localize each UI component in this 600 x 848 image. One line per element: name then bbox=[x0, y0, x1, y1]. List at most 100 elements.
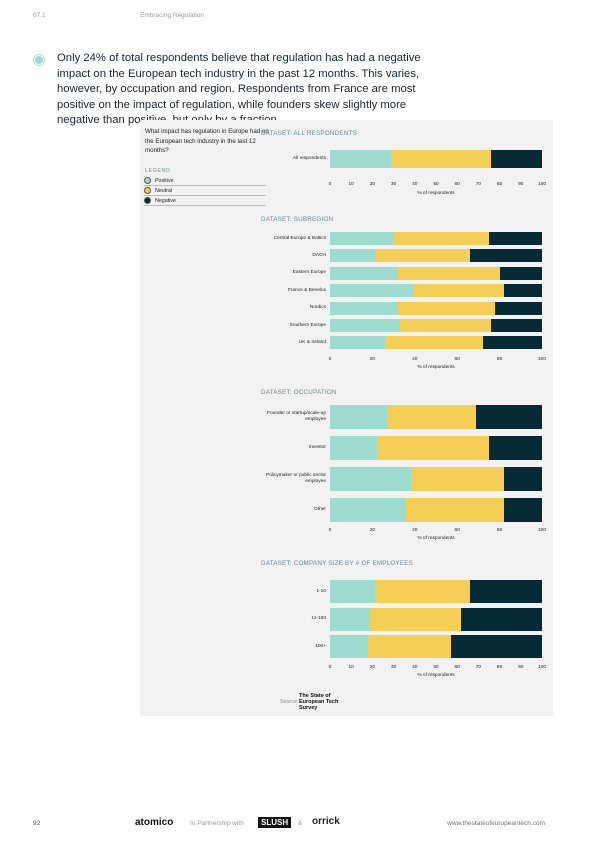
source-label: Source: bbox=[280, 699, 299, 705]
chart-title: DATASET: OCCUPATION bbox=[261, 389, 337, 396]
x-tick-label: 80 bbox=[496, 357, 503, 362]
bar-segment bbox=[491, 150, 542, 168]
bar-segment bbox=[330, 498, 407, 522]
bar-segment bbox=[503, 284, 542, 298]
legend-item: Neutral bbox=[144, 186, 266, 196]
chart-title: DATASET: SUBREGION bbox=[261, 216, 334, 223]
x-axis-label: % of respondents bbox=[417, 673, 455, 678]
x-tick-label: 60 bbox=[454, 665, 460, 670]
bar-segment bbox=[450, 635, 542, 658]
bar-segment bbox=[330, 150, 392, 168]
bar-segment bbox=[330, 336, 386, 350]
legend-item: Positive bbox=[144, 176, 266, 186]
x-axis-label: % of respondents bbox=[417, 536, 455, 541]
brand-logo: atomico bbox=[135, 817, 174, 828]
bar-segment bbox=[503, 498, 542, 522]
source-logo: The State of European Tech Survey bbox=[299, 693, 339, 711]
headline: Only 24% of total respondents believe th… bbox=[57, 52, 421, 127]
x-tick-label: 20 bbox=[369, 528, 376, 533]
bar-segment bbox=[461, 607, 542, 631]
x-tick-label: 50 bbox=[433, 182, 439, 187]
partner-logo: SLUSH bbox=[258, 817, 292, 828]
legend-swatch bbox=[144, 177, 151, 184]
ampersand: & bbox=[298, 820, 303, 827]
bar-segment bbox=[330, 607, 371, 631]
bar-segment bbox=[368, 635, 451, 658]
x-tick-label: 40 bbox=[412, 528, 418, 533]
bar-segment bbox=[406, 498, 504, 522]
category-label: Other bbox=[314, 507, 326, 512]
x-tick-label: 60 bbox=[454, 182, 460, 187]
x-tick-label: 0 bbox=[328, 665, 332, 670]
category-label: 11-100 bbox=[311, 616, 326, 621]
bar-segment bbox=[482, 336, 542, 350]
bar-segment bbox=[330, 266, 398, 280]
bar-segment bbox=[397, 301, 496, 315]
bullet bbox=[33, 54, 45, 66]
bar-segment bbox=[469, 580, 542, 603]
bar-segment bbox=[330, 301, 398, 315]
legend-label: Negative bbox=[155, 197, 176, 204]
category-label: Policymaker or public sector employee bbox=[266, 473, 326, 484]
bar-segment bbox=[330, 319, 400, 332]
bar-segment bbox=[330, 232, 394, 245]
bar-segment bbox=[499, 266, 542, 280]
x-tick-label: 70 bbox=[475, 665, 482, 670]
url: www.thestateofeuropeantech.com bbox=[447, 820, 545, 827]
x-tick-label: 30 bbox=[390, 182, 397, 187]
x-tick-label: 50 bbox=[433, 665, 439, 670]
x-tick-label: 90 bbox=[518, 665, 524, 670]
category-label: All respondents bbox=[292, 156, 326, 161]
chart-title: DATASET: ALL RESPONDENTS bbox=[261, 130, 358, 137]
bar-segment bbox=[330, 249, 375, 263]
category-label: 100+ bbox=[315, 643, 326, 649]
legend: Positive Neutral Negative bbox=[144, 176, 266, 206]
section-number: 07.1 bbox=[33, 12, 46, 19]
bar-segment bbox=[330, 635, 369, 658]
x-tick-label: 20 bbox=[369, 357, 376, 362]
category-label: DACH bbox=[312, 252, 326, 258]
bar-segment bbox=[330, 467, 411, 491]
bar-segment bbox=[387, 405, 477, 429]
x-tick-label: 80 bbox=[496, 528, 503, 533]
legend-swatch bbox=[144, 187, 151, 194]
bar-segment bbox=[330, 284, 413, 298]
x-tick-label: 20 bbox=[369, 665, 376, 670]
category-label: Nordics bbox=[309, 305, 326, 311]
category-label: France & Benelux bbox=[287, 287, 326, 293]
bar-segment bbox=[393, 232, 489, 245]
x-tick-label: 100 bbox=[537, 665, 547, 670]
legend-label: Positive bbox=[155, 177, 174, 184]
legend-item: Negative bbox=[144, 196, 266, 206]
x-tick-label: 40 bbox=[412, 357, 418, 362]
x-tick-label: 80 bbox=[496, 665, 503, 670]
category-label: Central Europe & Baltics bbox=[273, 235, 326, 241]
x-tick-label: 100 bbox=[537, 357, 547, 362]
bar-segment bbox=[495, 301, 542, 315]
x-tick-label: 10 bbox=[348, 665, 354, 670]
category-label: Investor bbox=[308, 445, 326, 450]
bar-segment bbox=[385, 336, 483, 350]
bar-segment bbox=[374, 249, 470, 263]
bar-segment bbox=[503, 467, 542, 491]
x-tick-label: 70 bbox=[475, 182, 482, 187]
bar-segment bbox=[370, 607, 462, 631]
category-label: Southern Europe bbox=[289, 322, 326, 328]
bar-segment bbox=[330, 436, 377, 460]
x-tick-label: 40 bbox=[412, 665, 418, 670]
bar-segment bbox=[489, 232, 542, 245]
x-tick-label: 10 bbox=[348, 182, 354, 187]
chart-title: DATASET: COMPANY SIZE BY # OF EMPLOYEES bbox=[261, 560, 414, 567]
category-label: UK & Ireland bbox=[298, 339, 326, 345]
question: What impact has regulation in Europe had… bbox=[145, 128, 269, 154]
x-tick-label: 60 bbox=[454, 357, 460, 362]
bar-segment bbox=[391, 150, 492, 168]
bar-segment bbox=[469, 249, 542, 263]
bar-segment bbox=[412, 284, 504, 298]
legend-swatch bbox=[144, 197, 151, 204]
x-tick-label: 80 bbox=[496, 182, 503, 187]
bar-segment bbox=[376, 436, 489, 460]
partner-logo: orrick bbox=[312, 816, 340, 827]
